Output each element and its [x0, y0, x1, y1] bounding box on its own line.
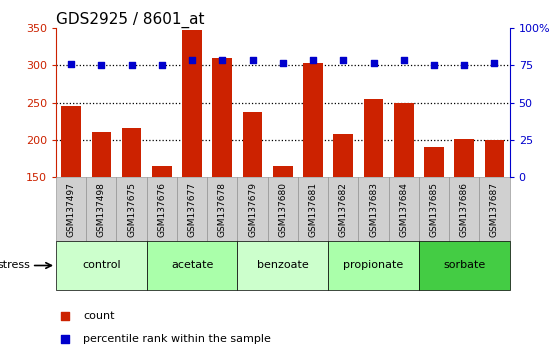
Point: [188, 57, 197, 62]
Bar: [419, 177, 449, 241]
Bar: [61, 106, 81, 177]
Text: GSM137681: GSM137681: [309, 182, 318, 237]
Point: [430, 63, 438, 68]
Point: [490, 60, 499, 65]
Bar: [116, 177, 147, 241]
Bar: [122, 128, 142, 177]
Bar: [242, 112, 263, 177]
Bar: [333, 134, 353, 177]
Bar: [182, 30, 202, 177]
Point: [218, 57, 227, 62]
Text: GDS2925 / 8601_at: GDS2925 / 8601_at: [56, 12, 204, 28]
Bar: [303, 63, 323, 177]
Text: GSM137676: GSM137676: [157, 182, 166, 237]
Text: benzoate: benzoate: [257, 261, 309, 270]
Text: GSM137680: GSM137680: [278, 182, 287, 237]
Text: GSM137685: GSM137685: [430, 182, 438, 237]
Point: [60, 313, 69, 319]
Point: [460, 63, 469, 68]
Text: control: control: [82, 261, 120, 270]
Bar: [273, 166, 293, 177]
Bar: [394, 103, 414, 177]
Bar: [479, 177, 510, 241]
Point: [339, 57, 348, 62]
Point: [157, 63, 166, 68]
Bar: [91, 132, 111, 177]
Text: percentile rank within the sample: percentile rank within the sample: [83, 334, 271, 344]
Point: [309, 57, 318, 62]
Text: GSM137683: GSM137683: [369, 182, 378, 237]
Bar: [449, 177, 479, 241]
Bar: [358, 177, 389, 241]
Bar: [56, 241, 147, 290]
Bar: [363, 99, 384, 177]
Text: GSM137498: GSM137498: [97, 182, 106, 237]
Text: acetate: acetate: [171, 261, 213, 270]
Text: propionate: propionate: [343, 261, 404, 270]
Bar: [237, 241, 328, 290]
Point: [97, 63, 106, 68]
Bar: [424, 147, 444, 177]
Text: GSM137686: GSM137686: [460, 182, 469, 237]
Bar: [328, 177, 358, 241]
Point: [278, 60, 287, 65]
Bar: [147, 241, 237, 290]
Bar: [177, 177, 207, 241]
Bar: [298, 177, 328, 241]
Text: GSM137497: GSM137497: [67, 182, 76, 237]
Bar: [152, 166, 172, 177]
Point: [399, 57, 408, 62]
Bar: [328, 241, 419, 290]
Point: [67, 61, 76, 67]
Text: GSM137675: GSM137675: [127, 182, 136, 237]
Text: GSM137684: GSM137684: [399, 182, 408, 237]
Text: count: count: [83, 311, 115, 321]
Point: [60, 336, 69, 342]
Text: GSM137682: GSM137682: [339, 182, 348, 237]
Bar: [207, 177, 237, 241]
Bar: [147, 177, 177, 241]
Point: [248, 57, 257, 62]
Bar: [212, 58, 232, 177]
Bar: [419, 241, 510, 290]
Bar: [268, 177, 298, 241]
Bar: [389, 177, 419, 241]
Text: GSM137678: GSM137678: [218, 182, 227, 237]
Text: GSM137687: GSM137687: [490, 182, 499, 237]
Point: [127, 63, 136, 68]
Bar: [86, 177, 116, 241]
Text: GSM137679: GSM137679: [248, 182, 257, 237]
Point: [369, 60, 378, 65]
Bar: [484, 140, 505, 177]
Text: stress: stress: [0, 261, 30, 270]
Bar: [454, 139, 474, 177]
Text: GSM137677: GSM137677: [188, 182, 197, 237]
Text: sorbate: sorbate: [443, 261, 486, 270]
Bar: [56, 177, 86, 241]
Bar: [237, 177, 268, 241]
